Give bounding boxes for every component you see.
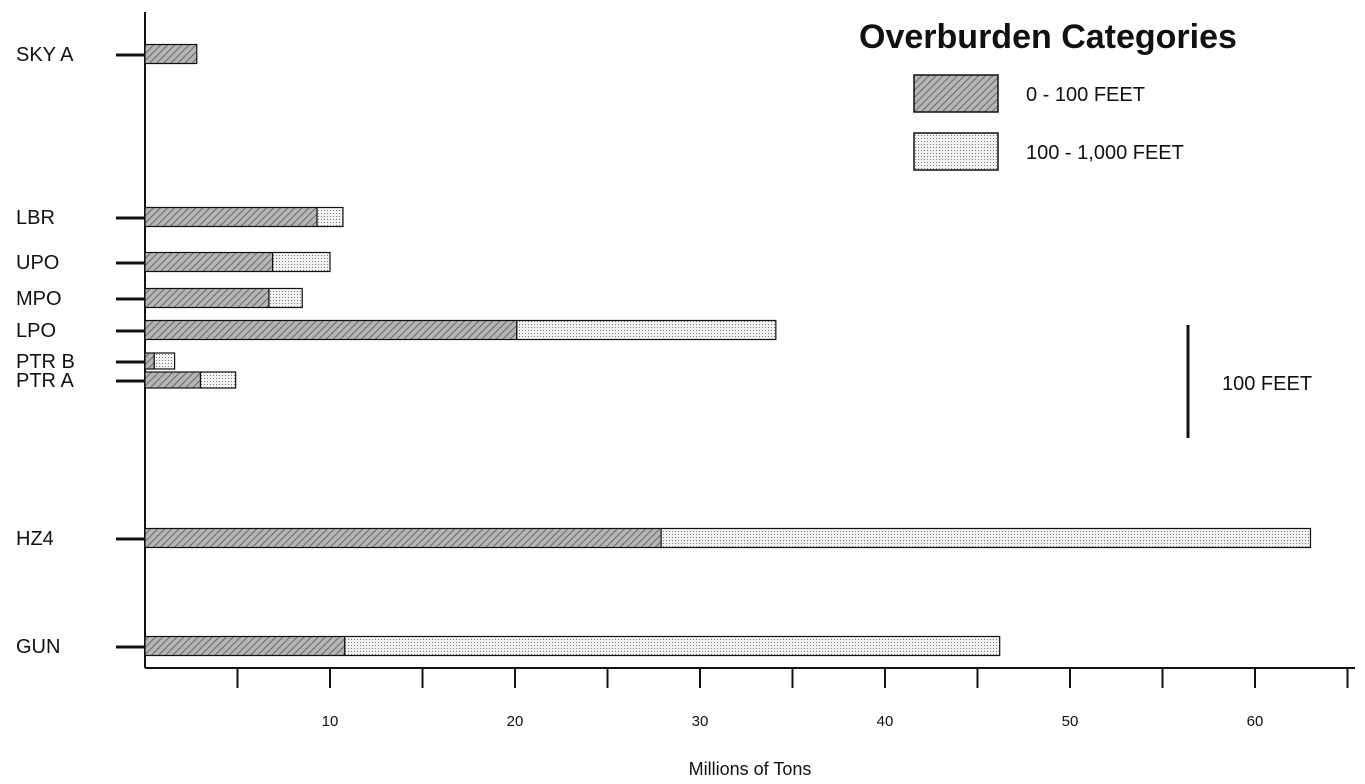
x-axis-ticks: 10 20 30 40 50 60 — [236, 668, 1349, 730]
vertical-scale-bar: 100 FEET — [1186, 325, 1312, 438]
category-label: UPO — [16, 252, 59, 274]
bar-segment-0-100-feet — [144, 319, 518, 341]
bar-segment-0-100-feet — [144, 371, 202, 389]
legend: Overburden Categories 0 - 100 FEET 100 -… — [859, 18, 1237, 171]
legend-title: Overburden Categories — [859, 18, 1237, 56]
bar-segment-100-1000-feet — [316, 206, 344, 228]
category-label: LBR — [16, 207, 55, 229]
bars — [144, 43, 1312, 657]
x-tick-label: 40 — [877, 713, 894, 730]
category-label: MPO — [16, 288, 62, 310]
legend-swatch-dotted — [913, 132, 999, 171]
category-label: PTR A — [16, 370, 74, 392]
bar-segment-0-100-feet — [144, 206, 318, 228]
category-label: HZ4 — [16, 528, 54, 550]
legend-swatch-hatched — [913, 74, 999, 113]
bar-segment-100-1000-feet — [153, 352, 176, 370]
x-tick-label: 30 — [692, 713, 709, 730]
category-label: PTR B — [16, 351, 75, 373]
legend-label-0-100: 0 - 100 FEET — [1026, 84, 1145, 106]
bar-segment-100-1000-feet — [516, 319, 777, 341]
category-label: LPO — [16, 320, 56, 342]
x-tick-label: 50 — [1062, 713, 1079, 730]
bar-segment-100-1000-feet — [344, 635, 1001, 657]
bar-segment-0-100-feet — [144, 352, 155, 370]
bar-segment-0-100-feet — [144, 43, 198, 65]
scale-bar-label: 100 FEET — [1222, 373, 1312, 395]
legend-label-100-1000: 100 - 1,000 FEET — [1026, 142, 1184, 164]
category-label: GUN — [16, 636, 60, 658]
bar-segment-100-1000-feet — [272, 251, 331, 273]
category-label: SKY A — [16, 44, 74, 66]
bar-segment-0-100-feet — [144, 635, 346, 657]
bar-segment-100-1000-feet — [660, 527, 1312, 549]
x-axis-title: Millions of Tons — [689, 759, 812, 779]
bar-segment-0-100-feet — [144, 527, 662, 549]
x-tick-label: 60 — [1247, 713, 1264, 730]
x-tick-label: 10 — [322, 713, 339, 730]
bar-segment-100-1000-feet — [268, 287, 303, 309]
x-tick-label: 20 — [507, 713, 524, 730]
bar-segment-0-100-feet — [144, 287, 270, 309]
bar-segment-100-1000-feet — [199, 371, 237, 389]
bar-segment-0-100-feet — [144, 251, 274, 273]
